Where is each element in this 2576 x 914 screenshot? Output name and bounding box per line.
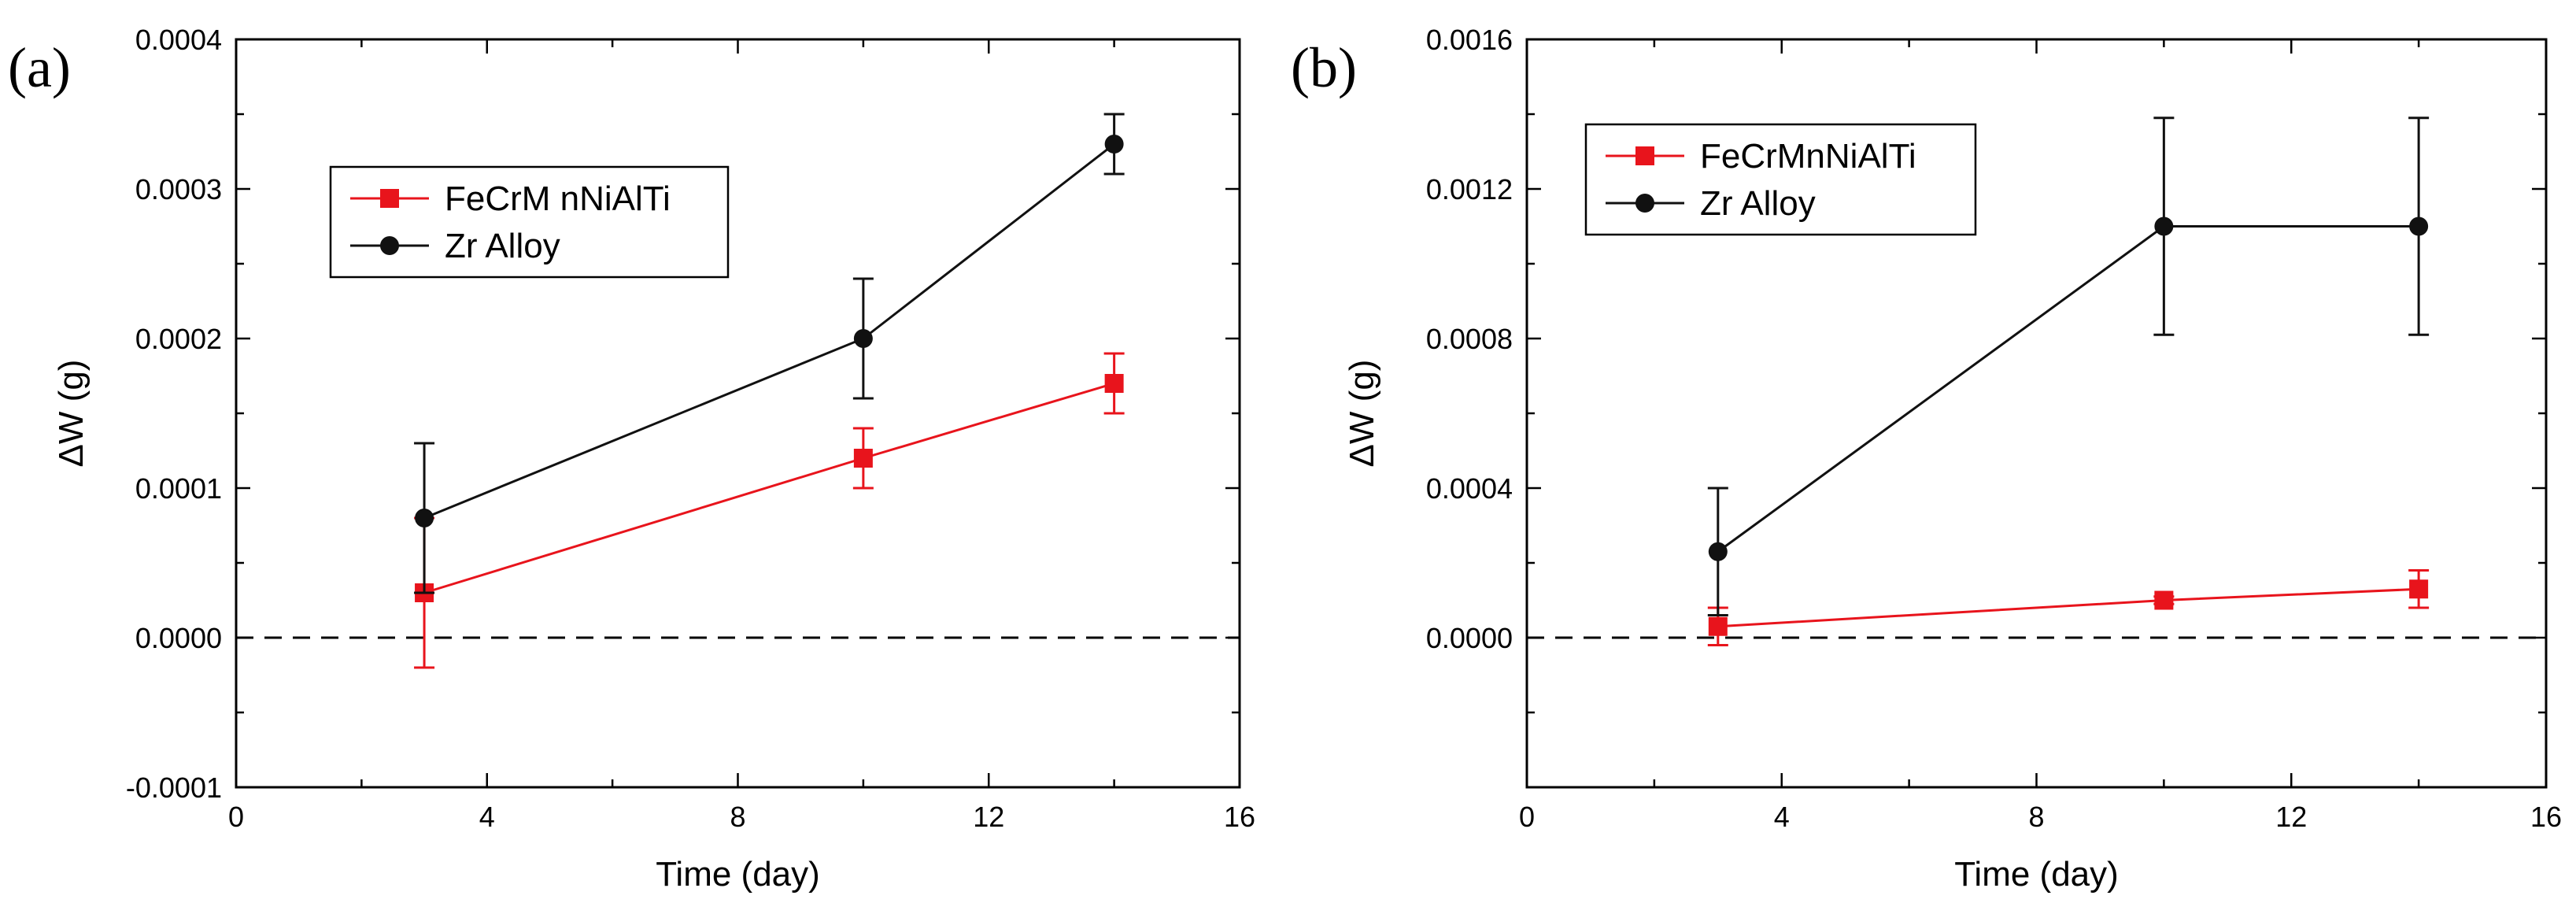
data-point bbox=[2409, 216, 2429, 236]
series-line bbox=[1717, 225, 2419, 553]
x-tick-label: 4 bbox=[1774, 801, 1790, 833]
data-point bbox=[415, 509, 434, 527]
x-tick-label: 12 bbox=[2275, 801, 2307, 833]
x-tick-label: 8 bbox=[730, 801, 745, 833]
data-point bbox=[2409, 579, 2429, 599]
x-tick-label: 4 bbox=[479, 801, 495, 833]
x-tick-label: 16 bbox=[2530, 801, 2562, 833]
data-point bbox=[1708, 616, 1728, 636]
y-tick-label: 0.0002 bbox=[135, 323, 222, 355]
series-zr-alloy bbox=[1707, 117, 2430, 616]
legend-label: FeCrM nNiAlTi bbox=[445, 179, 671, 218]
x-tick-label: 16 bbox=[1224, 801, 1255, 833]
x-tick-label: 8 bbox=[2028, 801, 2044, 833]
x-tick-label: 0 bbox=[1519, 801, 1535, 833]
legend-label: FeCrMnNiAlTi bbox=[1700, 137, 1916, 176]
data-point bbox=[853, 449, 873, 468]
legend-box bbox=[1584, 123, 1977, 236]
x-tick-label: 12 bbox=[973, 801, 1004, 833]
y-tick-label: 0.0000 bbox=[1426, 622, 1513, 654]
y-tick-label: 0.0012 bbox=[1426, 173, 1513, 205]
legend-marker bbox=[1635, 146, 1654, 165]
y-tick-label: 0.0004 bbox=[1426, 472, 1513, 505]
x-axis-title: Time (day) bbox=[656, 855, 820, 894]
y-tick-label: 0.0001 bbox=[135, 472, 222, 505]
y-tick-label: 0.0008 bbox=[1426, 323, 1513, 355]
legend-marker bbox=[380, 189, 399, 208]
legend-marker bbox=[380, 236, 399, 255]
y-axis-title: ΔW (g) bbox=[52, 360, 91, 468]
chart-panel-a: 0 4 8 12 16 -0.0001 0.0000 0.0001 0.0002 0.0003 0.… bbox=[8, 24, 1255, 894]
legend-marker bbox=[1635, 194, 1654, 213]
y-tick-label: 0.0003 bbox=[135, 173, 222, 205]
legend: FeCrM nNiAlTi Zr Alloy bbox=[329, 165, 730, 279]
data-point bbox=[1104, 374, 1124, 393]
plot-frame bbox=[235, 38, 1241, 789]
data-point bbox=[1708, 542, 1728, 561]
series-zr-alloy bbox=[414, 113, 1125, 594]
series-line bbox=[1717, 587, 2419, 628]
x-tick-label: 0 bbox=[228, 801, 244, 833]
legend-label: Zr Alloy bbox=[445, 227, 560, 265]
legend-box bbox=[329, 165, 730, 279]
panel-label: (a) bbox=[8, 36, 71, 99]
x-axis-title: Time (day) bbox=[1954, 855, 2119, 894]
series-line bbox=[423, 382, 1115, 594]
series-fecrmnnialti bbox=[1707, 569, 2430, 646]
panel-label: (b) bbox=[1291, 36, 1357, 99]
y-tick-label: 0.0016 bbox=[1426, 24, 1513, 56]
legend: FeCrMnNiAlTi Zr Alloy bbox=[1584, 123, 1977, 236]
data-point bbox=[2154, 216, 2174, 236]
y-tick-label: -0.0001 bbox=[126, 772, 222, 804]
chart-panel-b: 0 4 8 12 16 0.0000 0.0004 0.0008 0.0012 0.0016 Tim… bbox=[1291, 24, 2562, 894]
data-point bbox=[2154, 590, 2174, 610]
data-point bbox=[853, 329, 873, 348]
y-tick-label: 0.0004 bbox=[135, 24, 222, 56]
legend-label: Zr Alloy bbox=[1700, 184, 1816, 223]
y-axis-title: ΔW (g) bbox=[1343, 360, 1381, 468]
data-point bbox=[1104, 135, 1124, 154]
y-tick-label: 0.0000 bbox=[135, 622, 222, 654]
series-fecrmnnialti bbox=[414, 352, 1125, 669]
